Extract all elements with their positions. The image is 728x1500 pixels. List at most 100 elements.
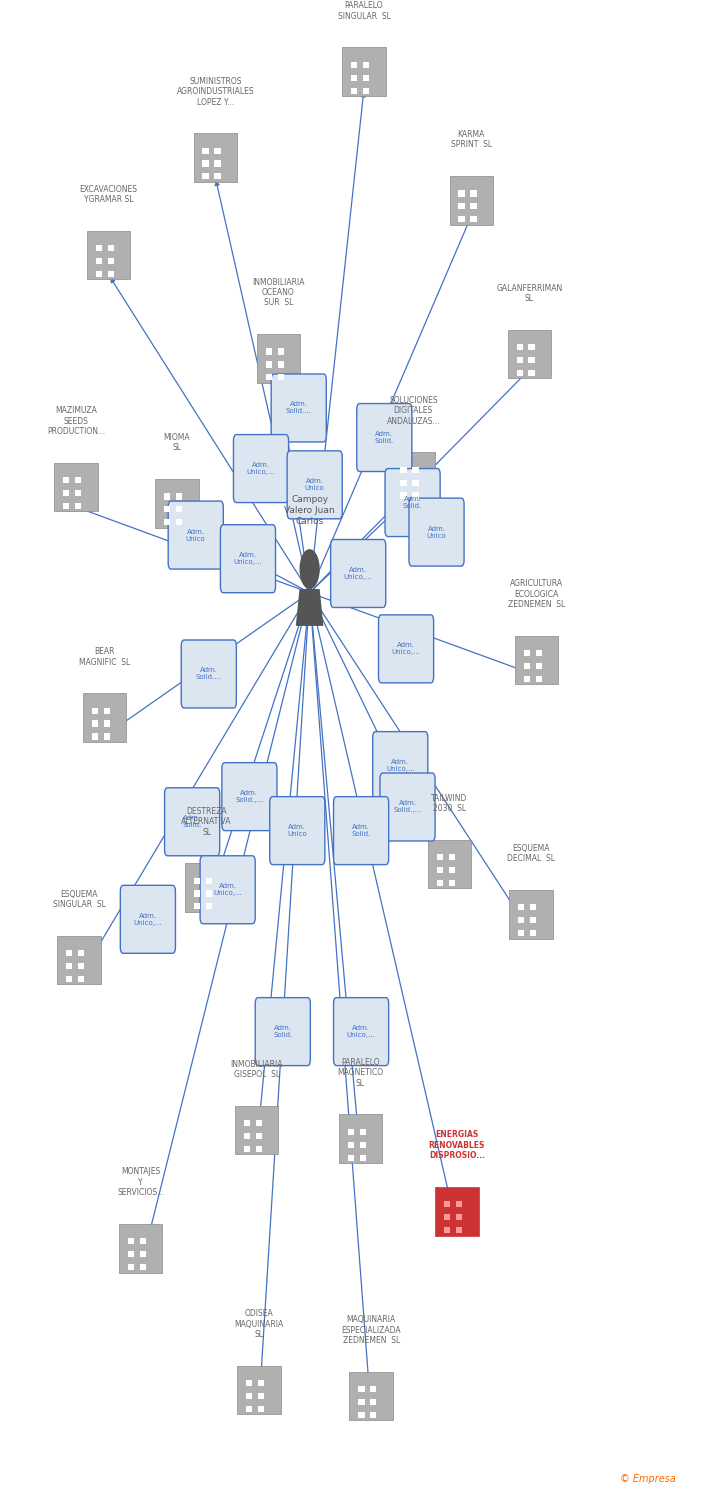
FancyBboxPatch shape (523, 663, 530, 669)
FancyBboxPatch shape (235, 1106, 278, 1155)
FancyBboxPatch shape (371, 1386, 376, 1392)
Text: Adm.
Unico,...: Adm. Unico,... (347, 1024, 376, 1038)
FancyBboxPatch shape (256, 1146, 262, 1152)
FancyBboxPatch shape (536, 650, 542, 656)
FancyBboxPatch shape (456, 1202, 462, 1208)
FancyBboxPatch shape (437, 879, 443, 886)
FancyBboxPatch shape (96, 244, 102, 252)
Text: PARALELO
SINGULAR  SL: PARALELO SINGULAR SL (338, 2, 390, 21)
FancyBboxPatch shape (536, 675, 542, 682)
FancyBboxPatch shape (256, 998, 310, 1065)
Text: Adm.
Solid.: Adm. Solid. (375, 430, 394, 444)
Text: Adm.
Unico,...: Adm. Unico,... (234, 552, 262, 566)
Text: KARMA
SPRINT  SL: KARMA SPRINT SL (451, 130, 492, 150)
FancyBboxPatch shape (357, 404, 412, 471)
FancyBboxPatch shape (516, 370, 523, 376)
FancyBboxPatch shape (140, 1251, 146, 1257)
Text: DESTREZA
ALTERNATIVA
SL: DESTREZA ALTERNATIVA SL (181, 807, 232, 837)
Text: Adm.
Solid....: Adm. Solid.... (285, 402, 312, 414)
FancyBboxPatch shape (413, 466, 419, 472)
FancyBboxPatch shape (128, 1251, 134, 1257)
FancyBboxPatch shape (87, 231, 130, 279)
Text: BEAR
MAGNIFIC  SL: BEAR MAGNIFIC SL (79, 646, 130, 666)
FancyBboxPatch shape (140, 1238, 146, 1245)
FancyBboxPatch shape (470, 190, 477, 196)
FancyBboxPatch shape (140, 1264, 146, 1270)
FancyBboxPatch shape (444, 1202, 450, 1208)
FancyBboxPatch shape (351, 62, 357, 68)
Text: Campoy
Valero Juan
Carlos: Campoy Valero Juan Carlos (285, 495, 335, 526)
FancyBboxPatch shape (437, 853, 443, 859)
FancyBboxPatch shape (246, 1406, 252, 1411)
FancyBboxPatch shape (237, 1365, 280, 1414)
FancyBboxPatch shape (234, 435, 288, 502)
FancyBboxPatch shape (257, 334, 300, 382)
Text: Adm.
Solid.: Adm. Solid. (183, 816, 202, 828)
FancyBboxPatch shape (349, 1371, 393, 1420)
FancyBboxPatch shape (128, 1238, 134, 1245)
FancyBboxPatch shape (529, 344, 534, 351)
FancyBboxPatch shape (256, 1120, 262, 1126)
FancyBboxPatch shape (269, 796, 325, 864)
FancyBboxPatch shape (164, 506, 170, 513)
FancyBboxPatch shape (258, 1380, 264, 1386)
FancyBboxPatch shape (194, 903, 200, 909)
FancyBboxPatch shape (63, 490, 69, 496)
FancyBboxPatch shape (515, 636, 558, 684)
Text: MONTAJES
Y
SERVICIOS...: MONTAJES Y SERVICIOS... (117, 1167, 165, 1197)
FancyBboxPatch shape (58, 936, 100, 984)
FancyBboxPatch shape (206, 878, 212, 884)
Text: Adm.
Solid....: Adm. Solid.... (196, 668, 222, 681)
Text: ENERGIAS
RENOVABLES
DISPROSIO...: ENERGIAS RENOVABLES DISPROSIO... (429, 1131, 485, 1160)
FancyBboxPatch shape (108, 244, 114, 252)
FancyBboxPatch shape (448, 879, 455, 886)
FancyBboxPatch shape (358, 1400, 365, 1406)
FancyBboxPatch shape (258, 1406, 264, 1411)
FancyBboxPatch shape (371, 1400, 376, 1406)
Text: Adm.
Unico,...: Adm. Unico,... (133, 914, 162, 926)
FancyBboxPatch shape (333, 998, 389, 1065)
FancyBboxPatch shape (103, 708, 110, 714)
FancyBboxPatch shape (222, 762, 277, 831)
FancyBboxPatch shape (400, 492, 406, 498)
FancyBboxPatch shape (470, 202, 477, 210)
Text: AGRICULTURA
ECOLOGICA
ZEDNEMEN  SL: AGRICULTURA ECOLOGICA ZEDNEMEN SL (508, 579, 565, 609)
FancyBboxPatch shape (66, 963, 72, 969)
FancyBboxPatch shape (75, 503, 82, 509)
FancyBboxPatch shape (277, 374, 284, 381)
Text: Adm.
Solid.,...: Adm. Solid.,... (235, 790, 264, 802)
FancyBboxPatch shape (351, 75, 357, 81)
FancyBboxPatch shape (266, 362, 272, 368)
FancyBboxPatch shape (518, 904, 524, 910)
FancyBboxPatch shape (103, 720, 110, 726)
FancyBboxPatch shape (351, 87, 357, 93)
FancyBboxPatch shape (103, 734, 110, 740)
FancyBboxPatch shape (448, 853, 455, 859)
FancyBboxPatch shape (459, 202, 464, 210)
FancyBboxPatch shape (523, 650, 530, 656)
FancyBboxPatch shape (371, 1412, 376, 1418)
FancyBboxPatch shape (63, 503, 69, 509)
Text: Adm.
Solid.: Adm. Solid. (352, 824, 371, 837)
FancyBboxPatch shape (516, 357, 523, 363)
FancyBboxPatch shape (155, 478, 199, 528)
FancyBboxPatch shape (215, 172, 221, 180)
Polygon shape (296, 590, 323, 626)
FancyBboxPatch shape (194, 134, 237, 182)
FancyBboxPatch shape (75, 490, 82, 496)
Circle shape (300, 550, 319, 588)
Text: MIOMA
SL: MIOMA SL (164, 433, 190, 453)
FancyBboxPatch shape (392, 453, 435, 501)
FancyBboxPatch shape (437, 867, 443, 873)
FancyBboxPatch shape (75, 477, 82, 483)
FancyBboxPatch shape (536, 663, 542, 669)
Text: ODISEA
MAQUINARIA
SL: ODISEA MAQUINARIA SL (234, 1310, 283, 1340)
Text: Adm.
Unico,...: Adm. Unico,... (213, 884, 242, 896)
FancyBboxPatch shape (168, 501, 223, 568)
FancyBboxPatch shape (380, 772, 435, 842)
FancyBboxPatch shape (244, 1146, 250, 1152)
FancyBboxPatch shape (347, 1130, 354, 1136)
FancyBboxPatch shape (448, 867, 455, 873)
FancyBboxPatch shape (400, 480, 406, 486)
Text: Adm.
Unico: Adm. Unico (288, 824, 307, 837)
